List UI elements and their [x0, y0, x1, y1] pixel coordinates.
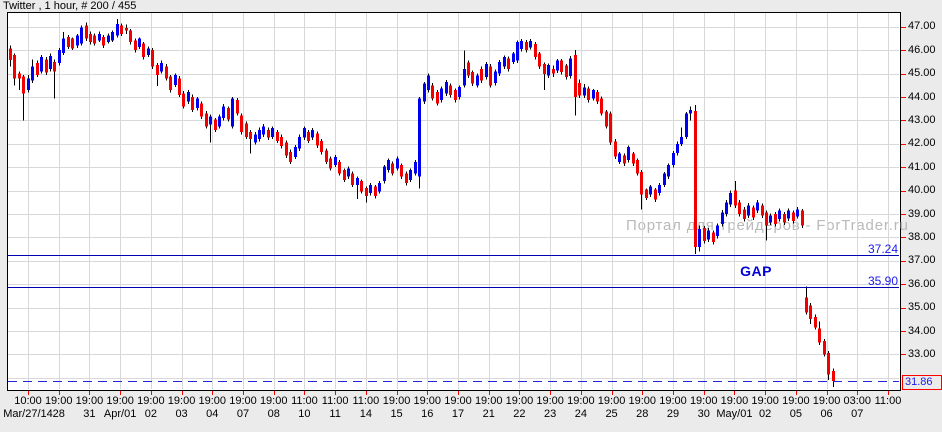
chart-plot-area[interactable]: [7, 12, 901, 391]
chart-title: Twitter , 1 hour, # 200 / 455: [3, 0, 137, 12]
price-axis[interactable]: [901, 12, 942, 391]
watermark-text: Портал для трейдеров - ForTrader.ru: [626, 217, 909, 234]
time-axis[interactable]: [0, 391, 942, 432]
